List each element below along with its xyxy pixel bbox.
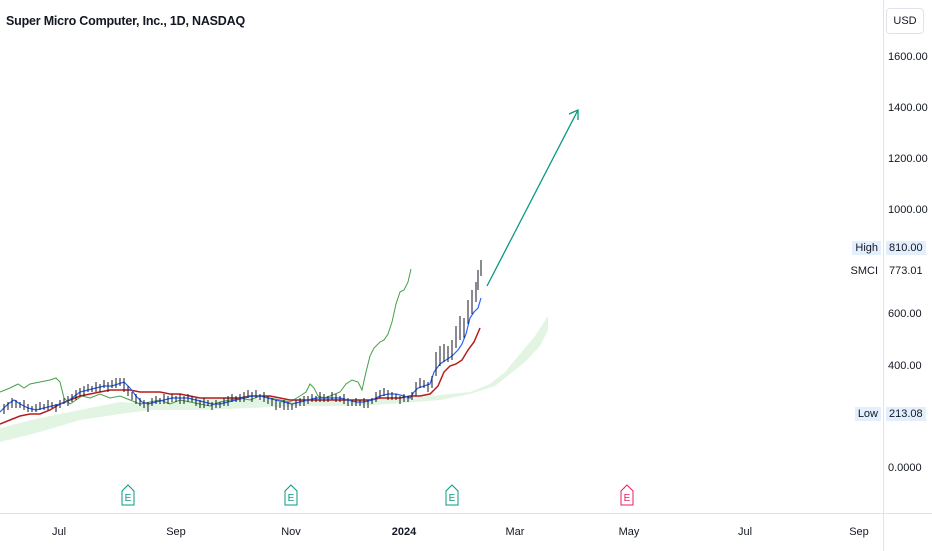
projection-arrow[interactable] (486, 108, 579, 287)
axis-corner (883, 513, 932, 551)
earnings-marker-icon[interactable]: E (284, 484, 298, 506)
chart-plot-area[interactable] (0, 0, 883, 513)
symbol-value: 773.01 (889, 265, 923, 277)
time-tick: May (618, 526, 640, 538)
high-label: High (852, 241, 881, 255)
earnings-marker-label: E (288, 493, 295, 504)
earnings-marker-icon[interactable]: E (445, 484, 459, 506)
chart-canvas (0, 108, 579, 442)
earnings-marker-label: E (624, 493, 631, 504)
price-tick: 600.00 (888, 308, 922, 320)
low-value: 213.08 (886, 407, 926, 421)
lagging-span-line (0, 268, 412, 407)
price-tick: 0.0000 (888, 462, 922, 474)
ichimoku-cloud (0, 316, 548, 442)
time-tick: Sep (849, 526, 869, 538)
price-tick: 1200.00 (888, 153, 928, 165)
time-tick: Jul (737, 526, 753, 538)
time-tick: Jul (51, 526, 67, 538)
time-tick: Mar (505, 526, 525, 538)
earnings-marker-label: E (125, 493, 132, 504)
base-line (0, 327, 481, 425)
time-tick: Sep (166, 526, 186, 538)
chart-title: Super Micro Computer, Inc., 1D, NASDAQ (6, 14, 245, 28)
price-tick: 400.00 (888, 360, 922, 372)
price-axis[interactable] (883, 0, 932, 513)
currency-button[interactable]: USD (886, 8, 924, 34)
price-tick: 1400.00 (888, 102, 928, 114)
high-value: 810.00 (886, 241, 926, 255)
price-tick: 1000.00 (888, 204, 928, 216)
earnings-marker-icon[interactable]: E (121, 484, 135, 506)
price-tick: 1600.00 (888, 51, 928, 63)
earnings-marker-icon[interactable]: E (620, 484, 634, 506)
earnings-marker-label: E (449, 493, 456, 504)
time-tick: Nov (281, 526, 301, 538)
time-axis[interactable] (0, 513, 883, 551)
time-tick: 2024 (391, 526, 417, 538)
symbol-label: SMCI (850, 265, 879, 277)
candlesticks (3, 260, 482, 414)
low-label: Low (854, 407, 881, 421)
